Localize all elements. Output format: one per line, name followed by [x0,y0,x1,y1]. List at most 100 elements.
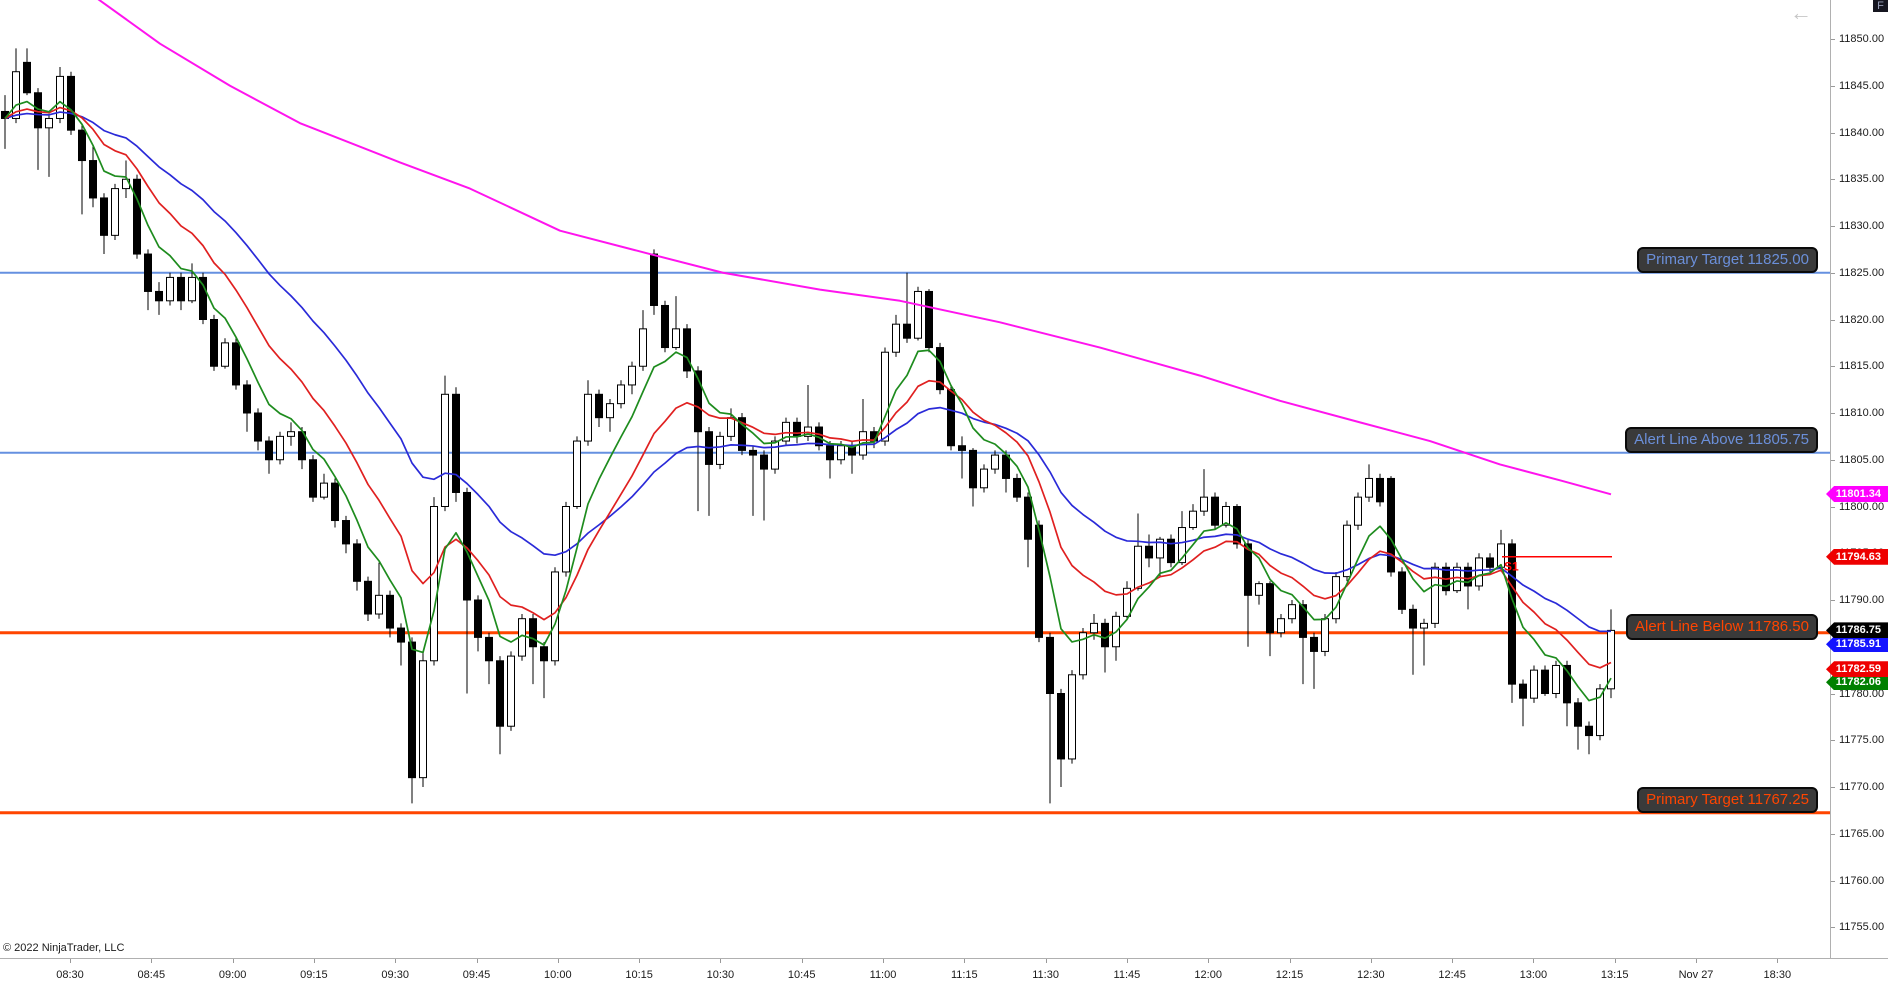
candle-body [1046,636,1054,695]
magenta-ma-line [97,0,1612,496]
candle-body [1376,477,1384,503]
price-chart[interactable]: S1 [0,0,1830,958]
price-axis-tick [1831,179,1835,181]
price-axis[interactable]: 11850.00 11845.00 11840.00 11835.00 11830.00… [1830,0,1888,958]
time-axis-tick [964,959,966,963]
candle-body [232,342,240,386]
candle-body [782,421,790,442]
price-axis-label: 11770.00 [1839,781,1885,793]
price-axis-tick [1831,413,1835,414]
primary-target-lower-label[interactable]: Primary Target 11767.25 [1637,786,1818,813]
candle-body [1519,683,1527,699]
candle-body [1222,506,1230,526]
price-axis-label: 11835.00 [1839,173,1885,186]
price-tag: 11801.34 [1826,485,1888,502]
candle-body [1486,557,1494,568]
time-axis-tick [1045,959,1047,963]
price-axis-label: 11775.00 [1839,734,1885,747]
candle-body [1431,566,1439,624]
time-axis-label: Nov 27 [1678,969,1714,981]
candle-body [837,445,845,461]
candle-body [1585,725,1593,737]
candle-body [650,253,658,306]
price-tag: 11786.75 [1826,622,1888,639]
price-axis-tick [1831,600,1835,601]
slow-ema-line [4,111,1612,633]
time-axis-tick [1126,959,1128,963]
candle-body [793,421,801,437]
time-axis-tick [151,959,153,963]
candle-body [738,417,746,451]
candle-body [1365,477,1373,498]
time-axis-label: 12:15 [1275,969,1304,981]
candle-body [1090,622,1098,634]
price-axis-label: 11845.00 [1839,79,1885,92]
price-axis-label: 11850.00 [1839,33,1885,45]
candle-body [1299,604,1307,638]
alert-line-above-label[interactable]: Alert Line Above 11805.75 [1625,426,1818,453]
price-axis-label: 11830.00 [1839,220,1885,232]
candle-body [958,445,966,451]
price-axis-label: 11840.00 [1839,126,1885,139]
candle-body [23,61,31,94]
candle-body [562,506,570,573]
time-axis[interactable]: 08:30 08:45 09:00 09:15 09:30 09:45 10:00 10:15… [0,958,1888,988]
candle-body [980,468,988,489]
candle-body [1475,557,1483,587]
price-axis-tick [1831,319,1835,321]
candle-body [1178,527,1186,564]
price-axis-tick [1831,272,1835,274]
candle-body [606,403,614,419]
candle-body [1057,693,1065,760]
time-axis-tick [70,959,71,963]
candle-body [1266,583,1274,634]
candle-body [1343,524,1351,578]
back-arrow-icon[interactable]: ← [1790,0,1812,25]
time-axis-tick [313,959,315,963]
candle-body [1145,545,1153,559]
time-axis-tick [232,959,234,963]
primary-target-upper-label[interactable]: Primary Target 11825.00 [1637,246,1818,273]
time-axis-tick [801,959,803,963]
time-axis-tick [1289,959,1291,963]
candle-body [903,323,911,339]
price-tag: 11782.59 [1826,661,1888,678]
candle-body [991,454,999,470]
candle-body [1079,632,1087,676]
fast-ema-line [4,100,1612,702]
price-axis-tick [1831,693,1835,695]
candle-body [188,276,196,302]
candle-body [1607,629,1615,690]
candle-body [672,328,680,349]
candle-body [45,117,53,129]
price-axis-label: 11810.00 [1839,407,1885,419]
candle-body [749,449,757,456]
time-axis-label: 10:30 [706,969,735,981]
candle-body [1101,622,1109,648]
candle-body [111,188,119,236]
alert-line-below-label[interactable]: Alert Line Below 11786.50 [1625,613,1818,640]
candle-body [947,389,955,447]
panel-button[interactable]: F [1873,0,1888,12]
candle-body [529,618,537,648]
price-axis-tick [1831,506,1835,508]
candle-body [716,435,724,465]
candle-body [1464,566,1472,587]
candle-body [221,342,229,367]
time-axis-label: 12:30 [1357,969,1385,981]
time-axis-label: 10:15 [625,969,653,981]
time-axis-tick [395,959,397,963]
time-axis-tick [883,959,884,963]
candle-body [254,412,262,442]
candle-body [320,482,328,498]
candle-body [265,440,273,461]
candle-body [1277,618,1285,634]
time-axis-label: 18:30 [1763,969,1792,981]
candle-body [1310,636,1318,652]
price-axis-tick [1831,459,1835,461]
candle-body [1596,688,1604,737]
candle-body [1387,477,1395,573]
candle-body [628,365,636,386]
candle-body [1453,566,1461,592]
